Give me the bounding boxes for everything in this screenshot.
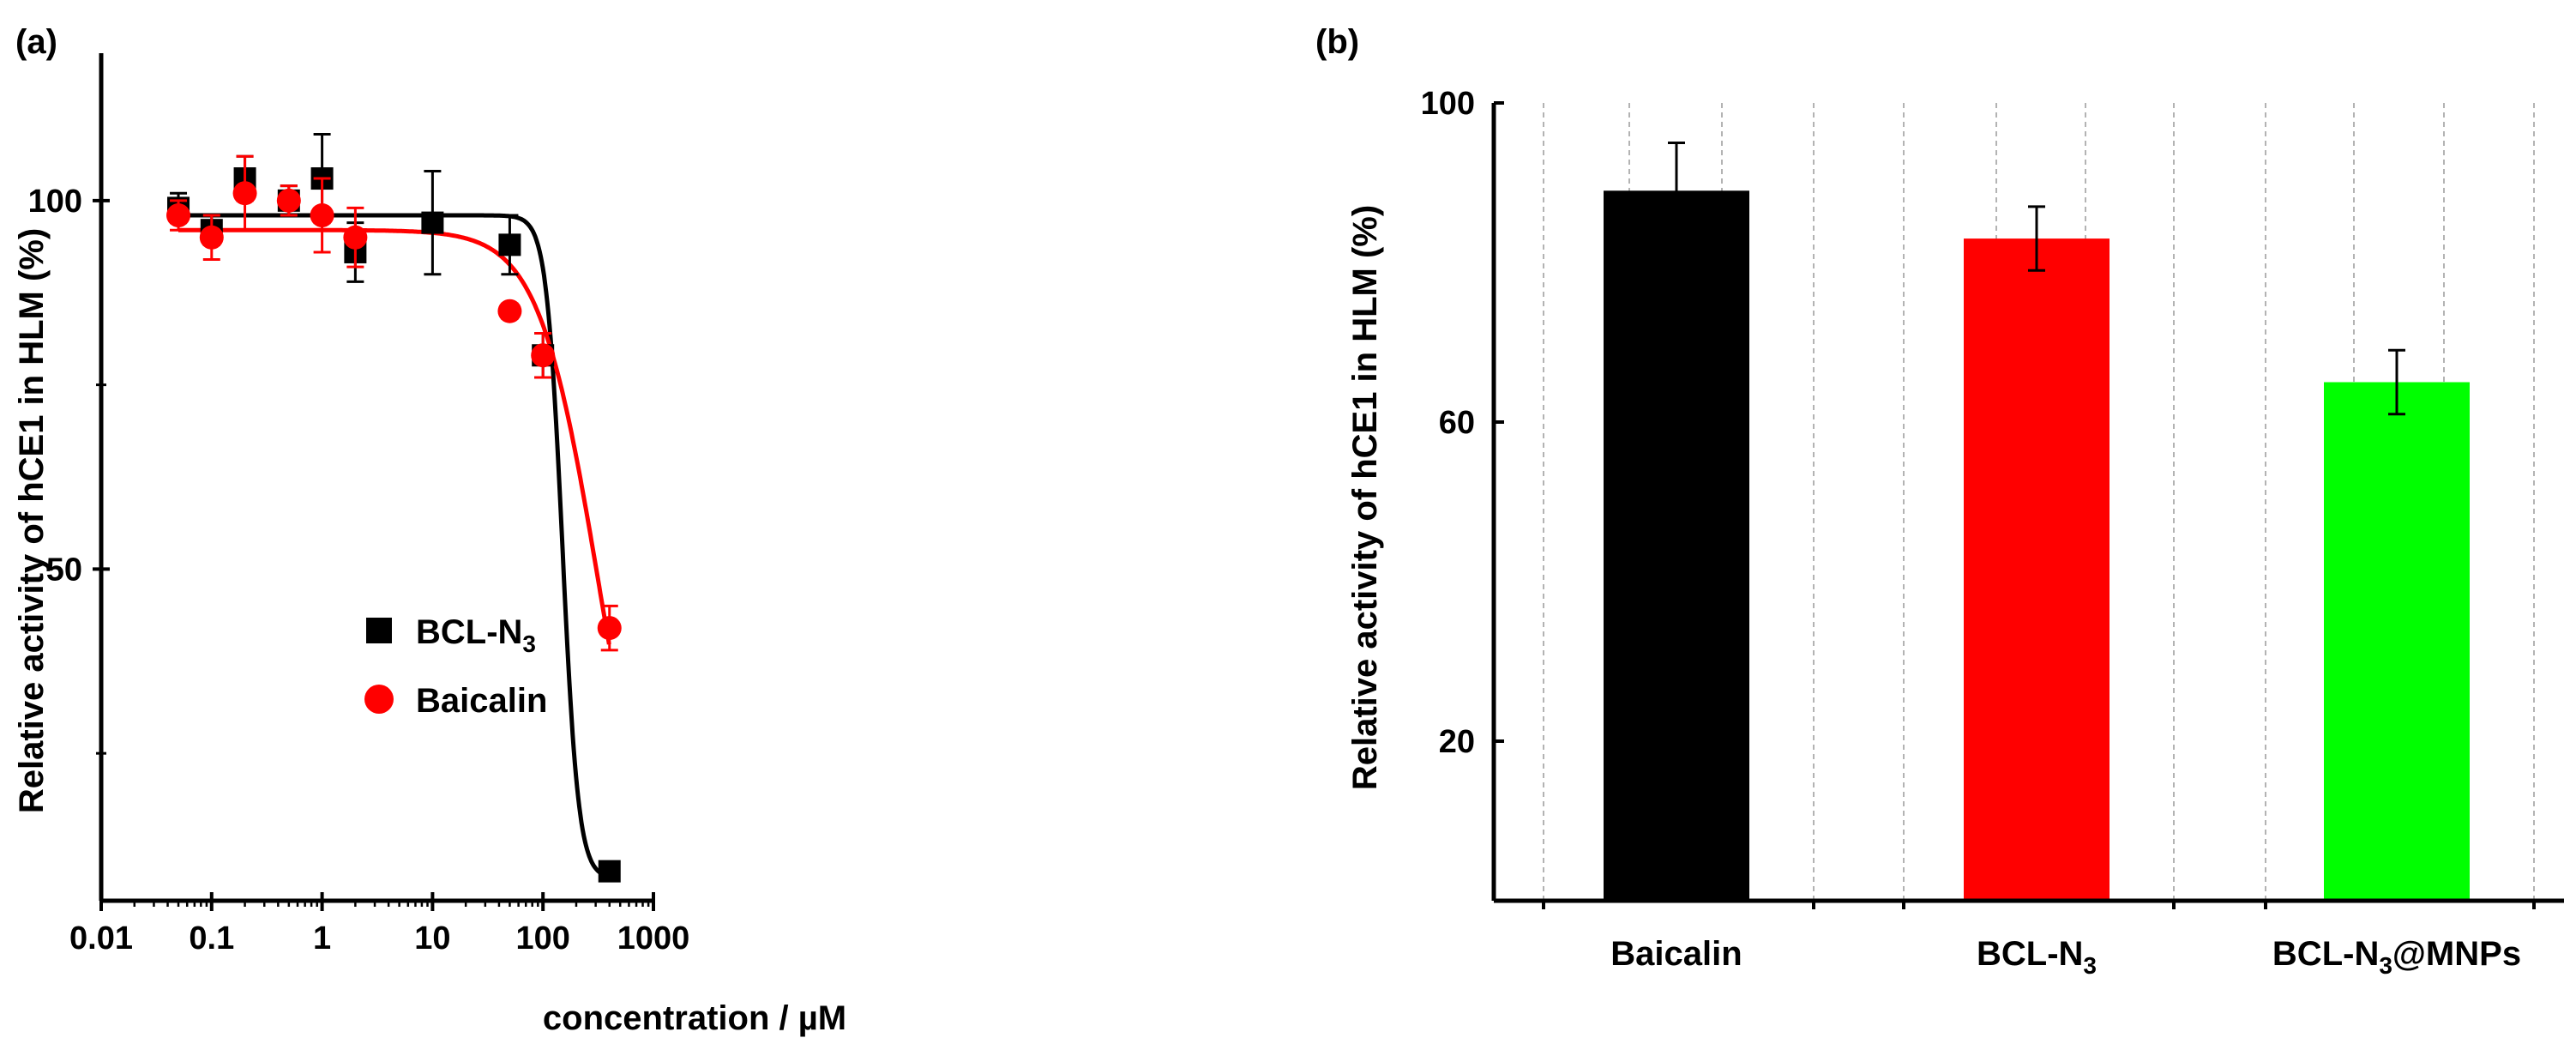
panel-a-axes: 50 100 0.01 0.1 1 10 100 1000 bbox=[28, 53, 690, 956]
y-tick-label: 50 bbox=[46, 552, 82, 588]
bar-bcl-n bbox=[1964, 238, 2110, 902]
fit-curve-bcl-n bbox=[178, 213, 610, 879]
bar-baicalin bbox=[1604, 190, 1749, 902]
x-tick-label: 10 bbox=[414, 920, 450, 956]
data-point-bcl-n bbox=[498, 233, 521, 256]
category-label: BCL-N3@MNPs bbox=[2272, 935, 2521, 979]
x-tick-label: 1000 bbox=[617, 920, 690, 956]
panel-a-label: (a) bbox=[15, 23, 57, 61]
legend-marker-baicalin bbox=[364, 685, 394, 714]
x-tick-label: 100 bbox=[515, 920, 569, 956]
legend-label-baicalin: Baicalin bbox=[416, 682, 547, 720]
y-tick-label: 100 bbox=[28, 184, 82, 220]
data-point-bcl-n bbox=[598, 860, 621, 883]
data-point-baicalin bbox=[597, 616, 622, 641]
x-tick-label: 1 bbox=[313, 920, 331, 956]
data-point-baicalin bbox=[531, 343, 556, 368]
data-point-baicalin bbox=[310, 203, 334, 228]
panel-a-legend: BCL-N3 Baicalin bbox=[364, 613, 547, 720]
data-point-baicalin bbox=[497, 299, 522, 323]
panel-a-scatter-chart: (a) Relative activity of hCE1 in HLM (%)… bbox=[13, 23, 846, 1037]
data-point-baicalin bbox=[276, 188, 301, 213]
data-point-baicalin bbox=[166, 203, 191, 228]
data-point-baicalin bbox=[232, 181, 257, 206]
panel-b-bars: Baicalin BCL-N3 BCL-N3@MNPs bbox=[1604, 142, 2521, 979]
x-tick-label: 0.01 bbox=[69, 920, 133, 956]
data-point-baicalin bbox=[199, 225, 224, 250]
y-tick-label: 100 bbox=[1421, 86, 1475, 122]
data-point-baicalin bbox=[343, 225, 368, 250]
y-tick-label: 20 bbox=[1439, 724, 1475, 760]
panel-b-bar-chart: (b) Relative activity of hCE1 in HLM (%)… bbox=[1315, 23, 2564, 979]
x-tick-label: 0.1 bbox=[189, 920, 234, 956]
bar-bcl-n-mnps bbox=[2324, 382, 2470, 901]
panel-a-x-axis-title: concentration / µM bbox=[543, 999, 846, 1037]
legend-marker-bcl-n3 bbox=[366, 618, 392, 643]
panel-b-y-axis-title: Relative activity of hCE1 in HLM (%) bbox=[1346, 205, 1384, 790]
legend-label-bcl-n3: BCL-N3 bbox=[416, 613, 536, 657]
panel-a-fit-curves bbox=[178, 213, 611, 879]
y-tick-label: 60 bbox=[1439, 405, 1475, 441]
panel-b-label: (b) bbox=[1315, 23, 1359, 61]
data-point-bcl-n bbox=[421, 211, 444, 234]
category-label: Baicalin bbox=[1610, 935, 1742, 973]
panel-a-data-points bbox=[166, 133, 622, 883]
panel-a-y-axis-title: Relative activity of hCE1 in HLM (%) bbox=[13, 228, 51, 813]
category-label: BCL-N3 bbox=[1977, 935, 2097, 979]
panel-b-axes: 20 60 100 bbox=[1421, 86, 2564, 909]
